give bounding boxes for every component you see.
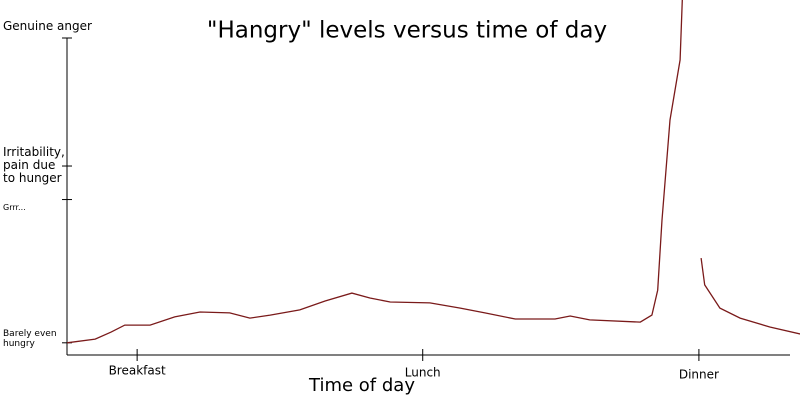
y-tick-label: Genuine anger: [3, 18, 92, 33]
y-tick-label: Grrr...: [3, 203, 26, 213]
line: [66, 0, 800, 344]
x-tick-label: Dinner: [679, 368, 719, 382]
y-tick-label: Barely even hungry: [3, 328, 57, 349]
x-axis-label: Time of day: [308, 375, 415, 396]
y-tick-label: Irritability, pain due to hunger: [3, 145, 65, 186]
x-tick-label: Lunch: [405, 366, 441, 380]
chart-title: "Hangry" levels versus time of day: [207, 18, 607, 44]
x-tick-label: Breakfast: [109, 364, 166, 378]
